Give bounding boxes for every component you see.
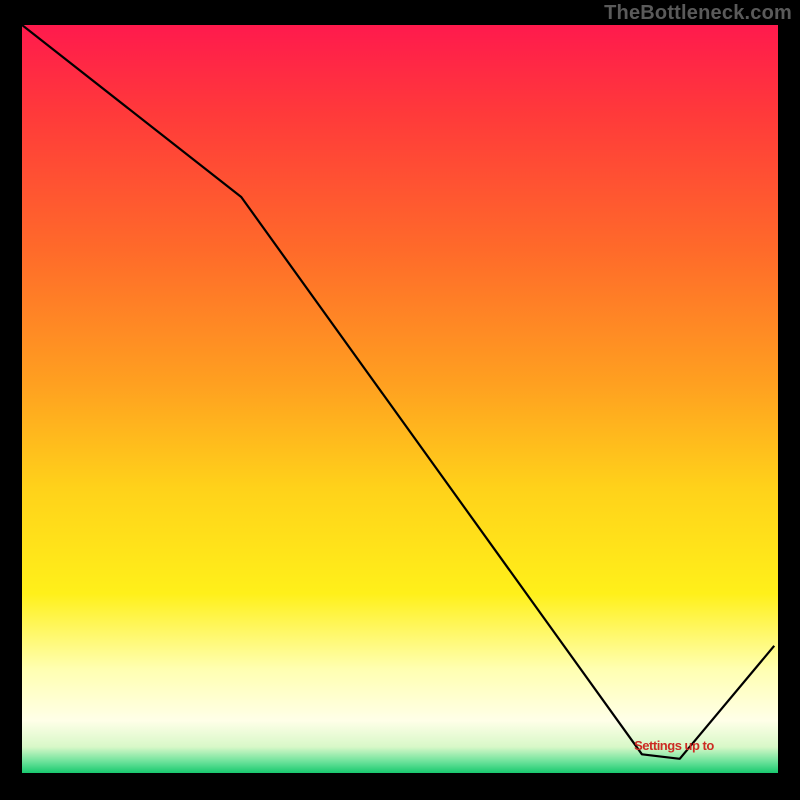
watermark-text: TheBottleneck.com — [604, 2, 792, 25]
gradient-line-chart — [22, 25, 778, 773]
optimal-settings-label: Settings up to — [634, 738, 714, 753]
chart-background — [22, 25, 778, 773]
chart-plot-area — [22, 25, 778, 773]
